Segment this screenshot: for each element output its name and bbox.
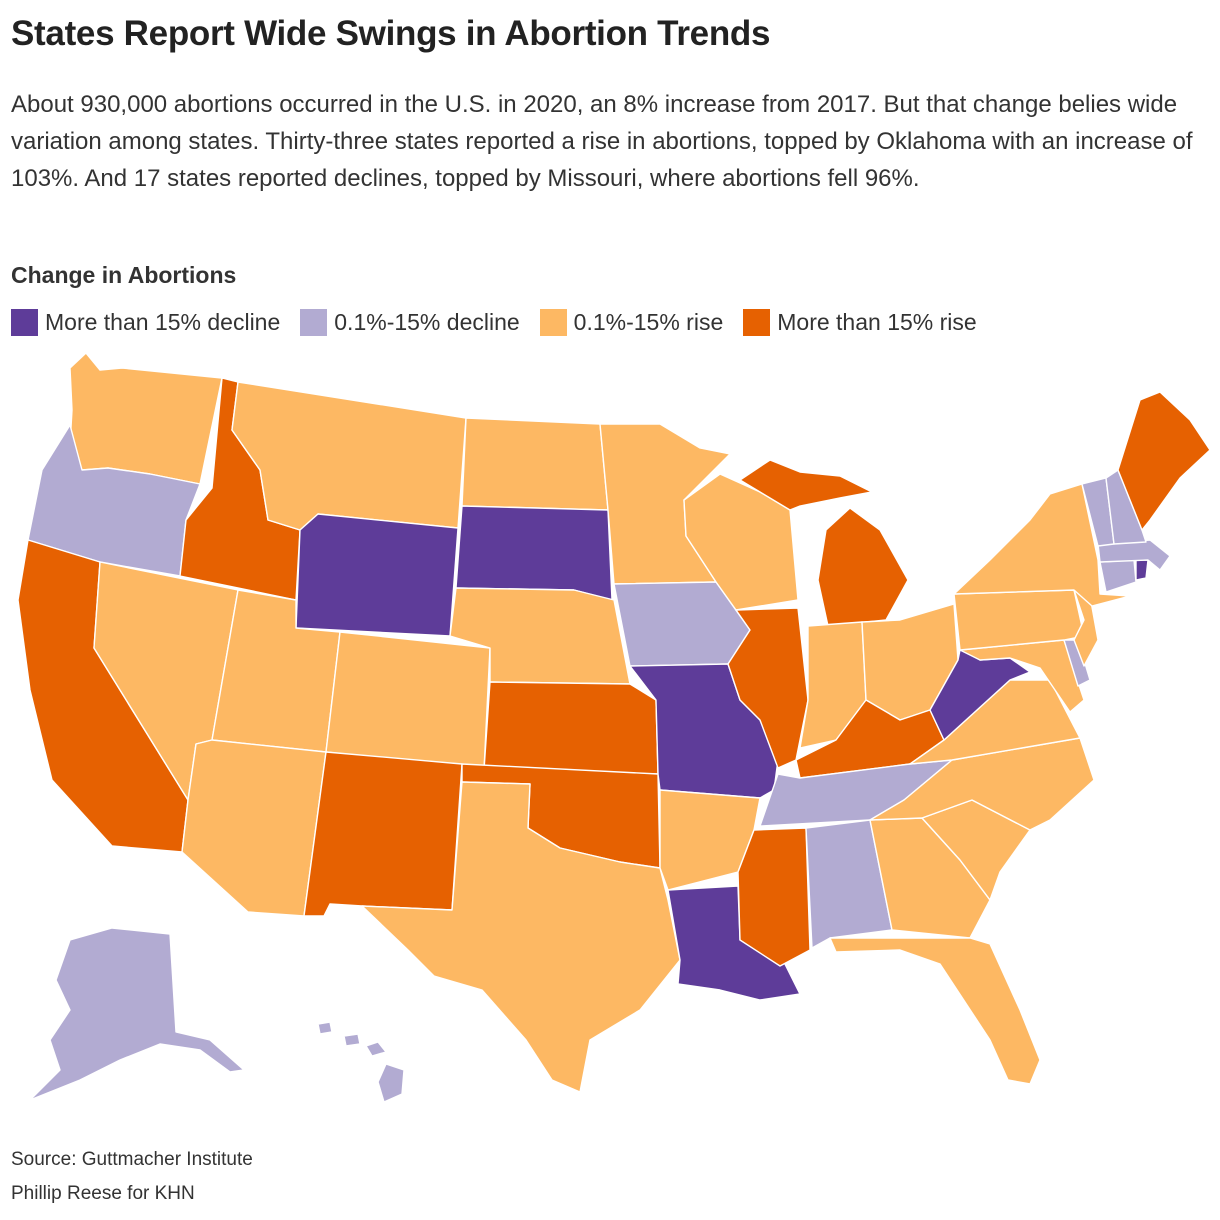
state-kansas[interactable] <box>483 681 659 775</box>
state-illinois[interactable] <box>727 607 809 769</box>
legend: More than 15% decline 0.1%-15% decline 0… <box>11 309 997 336</box>
legend-swatch <box>539 309 567 336</box>
legend-label: More than 15% rise <box>777 309 977 335</box>
state-connecticut[interactable] <box>1099 559 1137 593</box>
state-hawaii-kauai[interactable] <box>317 1021 333 1035</box>
us-choropleth-map <box>17 352 1211 1103</box>
legend-label: More than 15% decline <box>45 309 281 335</box>
state-florida[interactable] <box>829 937 1041 1085</box>
state-alaska[interactable] <box>29 927 245 1101</box>
credit-note: Phillip Reese for KHN <box>11 1183 195 1204</box>
legend-swatch <box>11 309 38 336</box>
legend-label: 0.1%-15% decline <box>334 309 520 335</box>
legend-item-small-rise: 0.1%-15% rise <box>539 309 724 336</box>
state-arizona[interactable] <box>181 739 327 917</box>
state-montana[interactable] <box>231 381 467 531</box>
legend-item-small-decline: 0.1%-15% decline <box>300 309 520 336</box>
state-wisconsin[interactable] <box>683 473 799 611</box>
state-mississippi[interactable] <box>737 827 811 967</box>
legend-item-big-decline: More than 15% decline <box>11 309 280 336</box>
state-michigan-lower[interactable] <box>817 507 909 627</box>
state-hawaii-oahu[interactable] <box>343 1033 361 1047</box>
state-rhode-island[interactable] <box>1135 559 1149 581</box>
state-new-hampshire[interactable] <box>1105 469 1147 545</box>
state-new-york[interactable] <box>953 483 1131 607</box>
state-texas[interactable] <box>361 781 681 1093</box>
legend-item-big-rise: More than 15% rise <box>743 309 977 336</box>
state-washington[interactable] <box>69 352 223 485</box>
state-hawaii-maui[interactable] <box>365 1041 387 1057</box>
state-south-dakota[interactable] <box>455 505 613 601</box>
state-massachusetts[interactable] <box>1097 539 1171 571</box>
state-alabama[interactable] <box>805 819 893 949</box>
legend-swatch <box>300 309 328 336</box>
legend-swatch <box>743 309 771 336</box>
state-colorado[interactable] <box>325 631 491 771</box>
chart-subtitle: About 930,000 abortions occurred in the … <box>11 91 1193 192</box>
state-hawaii-big-island[interactable] <box>377 1063 405 1103</box>
state-new-mexico[interactable] <box>303 751 463 917</box>
legend-label: 0.1%-15% rise <box>573 309 724 335</box>
state-north-dakota[interactable] <box>461 417 609 511</box>
source-note: Source: Guttmacher Institute <box>11 1149 253 1170</box>
state-wyoming[interactable] <box>295 513 459 637</box>
legend-title: Change in Abortions <box>11 262 237 288</box>
state-michigan-upper[interactable] <box>739 459 873 511</box>
state-maine[interactable] <box>1117 391 1211 531</box>
chart-title: States Report Wide Swings in Abortion Tr… <box>11 14 771 53</box>
